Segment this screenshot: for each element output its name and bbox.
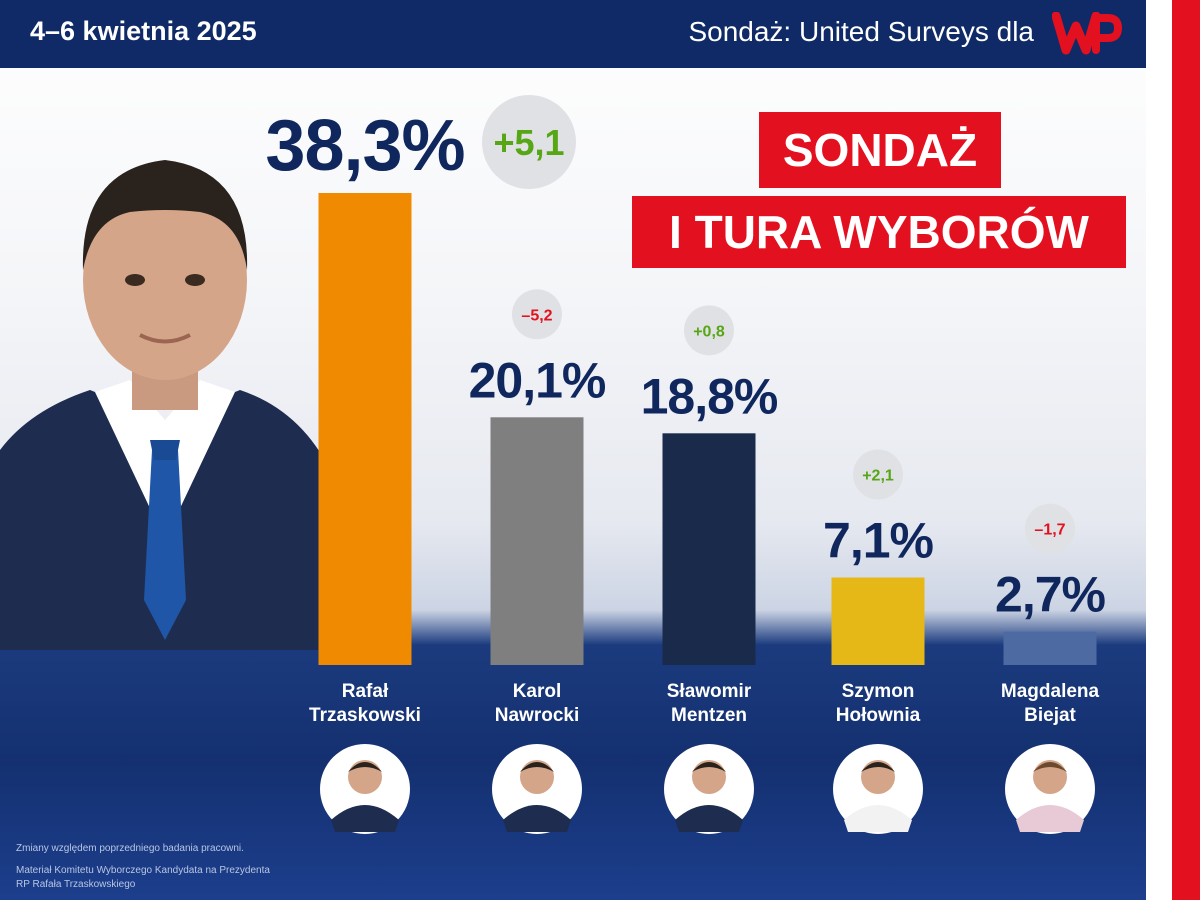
avatar-face <box>1033 760 1067 794</box>
avatar-body <box>503 805 571 832</box>
avatar-body <box>1016 805 1084 832</box>
poll-date: 4–6 kwietnia 2025 <box>30 16 257 46</box>
footnote-note: Zmiany względem poprzedniego badania pra… <box>16 843 244 854</box>
candidate-name: Biejat <box>1024 705 1076 726</box>
title-line-1: SONDAŻ <box>759 112 1001 188</box>
right-red-stripe <box>1172 0 1200 900</box>
change-badge <box>482 95 576 189</box>
candidate-name: Magdalena <box>1001 681 1100 702</box>
value-label: 38,3% <box>265 106 464 186</box>
value-label: 20,1% <box>469 352 606 408</box>
avatar-face <box>692 760 726 794</box>
candidate-name: Mentzen <box>671 705 747 726</box>
bar-chart: 38,3% +5,1 Rafał Trzaskowski 20,1% –5,2 Karol N… <box>265 95 1107 834</box>
value-label: 18,8% <box>641 368 778 424</box>
avatar-hair <box>348 762 382 772</box>
change-label: –1,7 <box>1034 522 1065 539</box>
candidate-name: Hołownia <box>836 705 921 726</box>
poll-source: Sondaż: United Surveys dla <box>688 16 1034 47</box>
avatar-face <box>861 760 895 794</box>
wp-logo <box>1052 12 1122 55</box>
avatar-face <box>520 760 554 794</box>
avatar-hair <box>861 762 895 772</box>
change-label: –5,2 <box>521 307 552 324</box>
footnote-credit: Materiał Komitetu Wyborczego Kandydata n… <box>16 865 270 890</box>
bar <box>662 433 756 665</box>
candidate-name: Nawrocki <box>495 705 579 726</box>
value-label: 7,1% <box>823 513 934 569</box>
candidate-name: Rafał <box>342 681 389 702</box>
change-badge <box>1025 503 1075 554</box>
change-badge <box>684 305 734 356</box>
change-badge <box>853 449 903 500</box>
candidate-name: Szymon <box>842 681 915 702</box>
title-line-2: I TURA WYBORÓW <box>632 196 1126 268</box>
avatar-hair <box>1033 762 1067 772</box>
avatar-face <box>348 760 382 794</box>
change-label: +2,1 <box>862 468 894 485</box>
value-label: 2,7% <box>995 567 1106 623</box>
bar <box>1003 631 1097 665</box>
bar <box>490 417 584 665</box>
candidate-name: Sławomir <box>667 681 752 702</box>
change-label: +0,8 <box>693 323 725 340</box>
candidate-name: Karol <box>513 681 562 702</box>
change-label: +5,1 <box>493 122 564 163</box>
avatar-hair <box>692 762 726 772</box>
change-badge <box>512 289 562 340</box>
poll-infographic: 4–6 kwietnia 2025 Sondaż: United Surveys… <box>0 0 1146 900</box>
avatar-hair <box>520 762 554 772</box>
candidate-portrait <box>0 160 330 650</box>
candidate-name: Trzaskowski <box>309 705 421 726</box>
avatar-body <box>844 805 912 832</box>
avatar-body <box>675 805 743 832</box>
avatar-body <box>331 805 399 832</box>
bar <box>831 577 925 665</box>
header-bar: 4–6 kwietnia 2025 Sondaż: United Surveys… <box>0 0 1146 68</box>
bar <box>318 193 412 665</box>
